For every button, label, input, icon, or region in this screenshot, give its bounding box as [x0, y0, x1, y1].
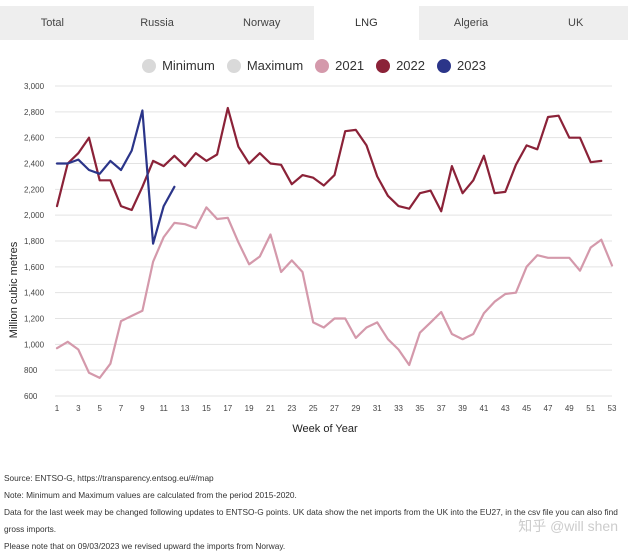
footnotes: Source: ENTSO-G, https://transparency.en…: [4, 470, 624, 555]
footnote-note: Note: Minimum and Maximum values are cal…: [4, 490, 297, 500]
legend-item-2022[interactable]: 2022: [376, 58, 425, 73]
x-tick-label: 33: [394, 404, 403, 413]
footnote-revision: Please note that on 09/03/2023 we revise…: [4, 541, 286, 551]
x-tick-label: 13: [181, 404, 190, 413]
y-tick-label: 2,200: [24, 185, 45, 194]
x-tick-label: 35: [415, 404, 424, 413]
y-tick-label: 1,800: [24, 237, 45, 246]
x-tick-label: 47: [544, 404, 553, 413]
x-tick-label: 3: [76, 404, 81, 413]
chart-legend: Minimum Maximum 2021 2022 2023: [0, 58, 628, 73]
x-axis-title: Week of Year: [292, 423, 358, 435]
watermark: 知乎 @will shen: [518, 518, 618, 534]
x-tick-label: 9: [140, 404, 145, 413]
legend-item-maximum[interactable]: Maximum: [226, 58, 304, 73]
y-tick-label: 1,600: [24, 263, 45, 272]
legend-marker-2022: [376, 58, 391, 73]
y-tick-label: 800: [24, 366, 38, 375]
y-tick-label: 1,000: [24, 340, 45, 349]
x-tick-label: 1: [55, 404, 60, 413]
x-tick-label: 37: [437, 404, 446, 413]
x-tick-label: 45: [522, 404, 531, 413]
legend-item-2023[interactable]: 2023: [437, 58, 486, 73]
legend-label-2023: 2023: [457, 58, 486, 73]
x-tick-label: 29: [351, 404, 360, 413]
x-tick-label: 53: [608, 404, 617, 413]
y-tick-label: 1,200: [24, 315, 45, 324]
legend-marker-minimum: [142, 58, 157, 73]
tab-total[interactable]: Total: [40, 17, 64, 29]
y-tick-label: 1,400: [24, 289, 45, 298]
series-line-2021: [55, 206, 614, 379]
footnote-source: Source: ENTSO-G, https://transparency.en…: [4, 473, 214, 483]
x-tick-label: 7: [119, 404, 124, 413]
x-tick-label: 43: [501, 404, 510, 413]
x-tick-label: 51: [586, 404, 595, 413]
tab-russia[interactable]: Russia: [140, 17, 174, 29]
y-axis-ticks: 600 800 1,000 1,200 1,400 1,600 1,800 2,000 2,20…: [24, 82, 45, 401]
series-line-2023: [55, 109, 176, 245]
x-tick-label: 11: [160, 404, 169, 413]
footnote-data: Data for the last week may be changed fo…: [4, 507, 618, 534]
tab-lng[interactable]: LNG: [314, 6, 419, 40]
y-tick-label: 3,000: [24, 82, 45, 91]
x-tick-label: 39: [458, 404, 467, 413]
y-tick-label: 2,400: [24, 160, 45, 169]
y-tick-label: 2,800: [24, 108, 45, 117]
grid-lines: [55, 85, 612, 397]
x-tick-label: 15: [202, 404, 211, 413]
legend-label-2022: 2022: [396, 58, 425, 73]
line-chart: 600 800 1,000 1,200 1,400 1,600 1,800 2,000 2,20…: [8, 82, 617, 435]
tab-uk[interactable]: UK: [568, 17, 584, 29]
y-tick-label: 2,000: [24, 211, 45, 220]
legend-item-2021[interactable]: 2021: [315, 58, 364, 73]
x-axis-ticks: 1 3 5 7 9 11 13 15 17 19 21 23 25 27 29 31 33 35 37 39 41 43 4…: [55, 404, 617, 413]
tab-norway[interactable]: Norway: [243, 17, 281, 29]
y-axis-title: Million cubic metres: [8, 241, 20, 338]
x-tick-label: 17: [223, 404, 232, 413]
y-tick-label: 2,600: [24, 134, 45, 143]
x-tick-label: 27: [330, 404, 339, 413]
tab-bar: Total Russia Norway LNG Algeria UK: [0, 6, 628, 40]
x-tick-label: 31: [373, 404, 382, 413]
legend-label-maximum: Maximum: [246, 58, 304, 73]
y-tick-label: 600: [24, 392, 38, 401]
legend-marker-2023: [437, 58, 451, 73]
x-tick-label: 19: [245, 404, 254, 413]
x-tick-label: 23: [287, 404, 296, 413]
x-tick-label: 5: [97, 404, 102, 413]
x-tick-label: 25: [309, 404, 318, 413]
legend-marker-2021: [315, 58, 330, 73]
x-tick-label: 21: [266, 404, 275, 413]
tab-algeria[interactable]: Algeria: [453, 17, 489, 29]
legend-marker-maximum: [226, 58, 241, 73]
x-tick-label: 41: [479, 404, 488, 413]
x-tick-label: 49: [565, 404, 574, 413]
legend-label-minimum: Minimum: [162, 58, 215, 73]
legend-label-2021: 2021: [335, 58, 365, 73]
legend-item-minimum[interactable]: Minimum: [142, 58, 215, 73]
series-lines: [55, 106, 614, 379]
